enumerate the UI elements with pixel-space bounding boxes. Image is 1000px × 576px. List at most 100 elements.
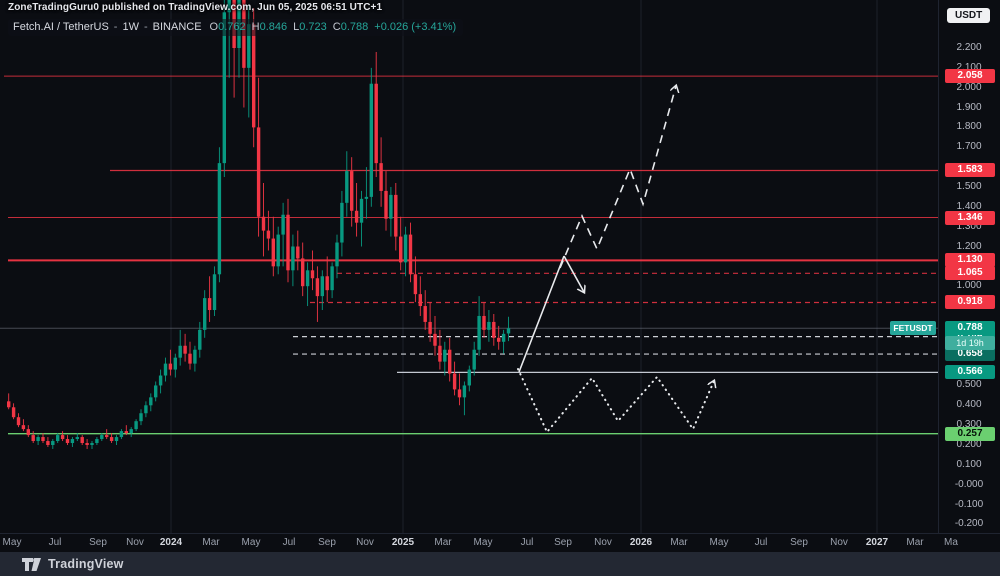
- level-price-tag: 0.257: [945, 426, 995, 441]
- candle-body: [433, 333, 437, 346]
- bullish-zigzag-arrow[interactable]: [559, 86, 676, 269]
- candle-body: [129, 429, 133, 434]
- time-axis[interactable]: May Jul Sep Nov 2024 Mar May Jul Sep Nov 2025 Mar Ma…: [0, 533, 1000, 552]
- projection-up-line[interactable]: [518, 255, 565, 373]
- tradingview-wordmark[interactable]: TradingView: [48, 557, 124, 571]
- legend-separator: -: [113, 21, 118, 33]
- candlestick-chart[interactable]: [0, 0, 938, 533]
- candle-body: [350, 171, 354, 211]
- candle-body: [413, 274, 418, 295]
- symbol-price-flag: FETUSDT: [890, 321, 936, 336]
- candle-body: [65, 439, 70, 444]
- interval-label[interactable]: 1W: [122, 21, 139, 33]
- candle-body: [207, 298, 212, 311]
- currency-toggle-button[interactable]: USDT: [947, 8, 991, 23]
- candle-body: [423, 306, 427, 322]
- candle-body: [51, 441, 55, 445]
- candle-body: [154, 385, 158, 398]
- candle-body: [41, 437, 45, 442]
- candle-body: [506, 328, 511, 334]
- time-tick-month: Jul: [48, 537, 62, 548]
- candle-body: [183, 345, 187, 354]
- bar-countdown-tag: 1d 19h: [945, 335, 995, 350]
- candle-body: [291, 246, 295, 271]
- price-tick: 0.400: [956, 399, 982, 411]
- price-tick: 0.300: [956, 419, 982, 431]
- candle-body: [60, 435, 65, 440]
- candle-body: [354, 210, 359, 223]
- candle-body: [56, 435, 60, 442]
- candle-body: [286, 214, 290, 271]
- candle-body: [452, 373, 457, 390]
- accumulation-zigzag-arrow[interactable]: [517, 368, 714, 434]
- candle-body: [70, 439, 75, 444]
- symbol-title[interactable]: Fetch.AI / TetherUS: [13, 21, 109, 33]
- candle-body: [109, 437, 114, 442]
- candle-body: [212, 274, 217, 311]
- change-value: +0.026 (+3.41%): [374, 21, 457, 33]
- candle-body: [75, 437, 79, 440]
- price-tick: 1.000: [956, 280, 982, 292]
- candle-body: [379, 163, 383, 191]
- candle-body: [359, 198, 364, 223]
- candle-body: [448, 349, 452, 374]
- candle-body: [501, 333, 506, 342]
- time-tick-month: Ma: [944, 537, 958, 548]
- candle-body: [11, 407, 16, 418]
- time-tick-month: Sep: [89, 537, 107, 548]
- chart-canvas[interactable]: [0, 0, 938, 533]
- pullback-arrow[interactable]: [563, 255, 584, 292]
- candle-body: [26, 429, 30, 436]
- candle-body: [281, 214, 285, 235]
- candle-body: [168, 363, 173, 370]
- candle-body: [105, 435, 109, 438]
- price-tick: 2.100: [956, 61, 982, 73]
- time-tick-month: Sep: [790, 537, 808, 548]
- close-value: C0.788: [332, 21, 369, 33]
- tradingview-logo-icon[interactable]: [22, 557, 41, 571]
- candle-body: [389, 194, 393, 219]
- high-value: H0.846: [251, 21, 288, 33]
- time-tick-month: Sep: [318, 537, 336, 548]
- plot-area[interactable]: [0, 0, 938, 533]
- time-tick-year: 2024: [159, 537, 183, 548]
- price-axis[interactable]: USDT 2.200 2.100 2.000 1.900 1.800 1.700 1.500…: [938, 0, 1000, 533]
- candle-body: [364, 196, 369, 199]
- candle-body: [95, 439, 99, 444]
- candle-body: [114, 437, 119, 442]
- candle-body: [21, 425, 26, 430]
- time-tick-month: Jul: [520, 537, 534, 548]
- footer-bar: TradingView: [0, 552, 1000, 576]
- time-tick-month: Sep: [554, 537, 572, 548]
- candle-body: [247, 24, 251, 68]
- legend-separator: -: [143, 21, 148, 33]
- price-tick: 1.900: [956, 101, 982, 113]
- candle-body: [139, 413, 143, 422]
- candle-body: [301, 258, 305, 287]
- time-tick-month: May: [709, 537, 729, 548]
- level-price-tag: 2.058: [945, 69, 995, 84]
- time-tick-year: 2025: [391, 537, 415, 548]
- candle-body: [46, 441, 50, 445]
- price-tick: -0.200: [954, 518, 984, 530]
- price-tick: 1.300: [956, 220, 982, 232]
- time-tick-month: Mar: [670, 537, 688, 548]
- candle-body: [492, 321, 496, 338]
- candle-body: [198, 329, 202, 350]
- candle-body: [315, 278, 320, 297]
- time-tick-month: Jul: [754, 537, 768, 548]
- candle-body: [144, 405, 148, 414]
- candle-body: [482, 315, 486, 330]
- time-tick-month: Nov: [830, 537, 848, 548]
- candle-body: [399, 236, 403, 263]
- candle-body: [271, 238, 275, 267]
- candle-body: [384, 190, 388, 219]
- candle-body: [394, 194, 398, 237]
- time-tick-month: Nov: [356, 537, 374, 548]
- candle-body: [203, 298, 207, 330]
- level-price-tag: 0.658: [945, 347, 995, 362]
- time-tick-year: 2027: [865, 537, 889, 548]
- candle-body: [85, 443, 89, 445]
- candle-body: [462, 385, 467, 398]
- level-price-tag: 0.918: [945, 295, 995, 310]
